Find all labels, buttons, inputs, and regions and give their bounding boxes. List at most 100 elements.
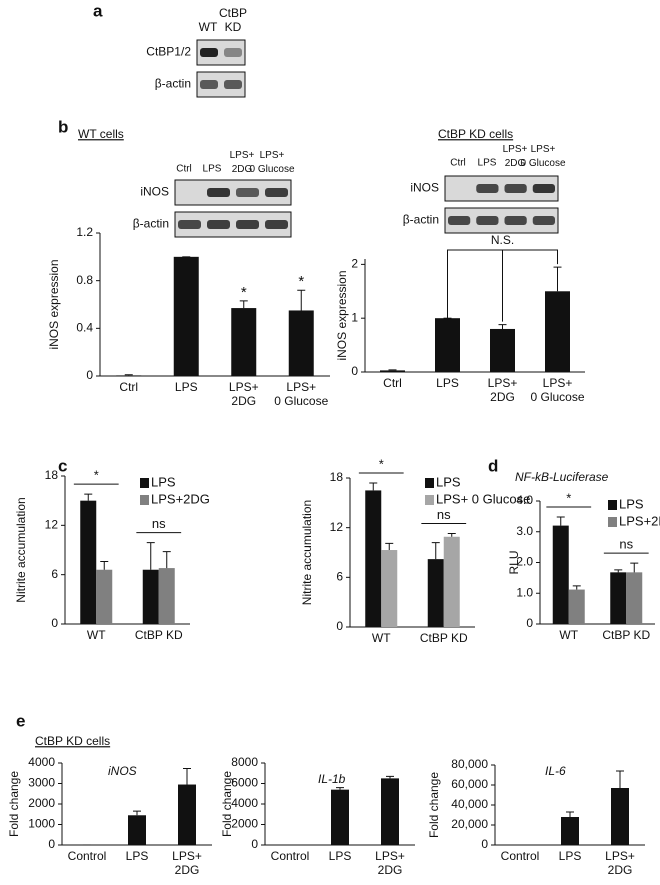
x-tick-label: LPS	[329, 849, 352, 863]
x-tick-label: LPS	[126, 849, 149, 863]
error-bar	[84, 493, 93, 501]
error-bar	[386, 775, 394, 779]
y-tick-label: 80,000	[451, 757, 488, 771]
blot-band	[224, 48, 242, 57]
bar	[173, 256, 199, 376]
y-tick-label: 4000	[231, 796, 258, 810]
y-tick-label: 6	[336, 570, 343, 584]
y-tick-label: 12	[330, 520, 344, 534]
bar	[365, 490, 382, 627]
x-tick-label: LPS+ 2DG	[229, 380, 259, 408]
y-tick-label: 0.8	[76, 273, 93, 287]
x-tick-label: LPS+ 2DG	[375, 849, 405, 877]
y-tick-label: 0	[48, 837, 55, 851]
error-bar	[162, 551, 171, 569]
blot-band	[532, 216, 555, 225]
error-bar	[336, 787, 344, 790]
error-bar	[297, 289, 306, 311]
bar	[178, 784, 196, 845]
bar	[128, 815, 146, 845]
error-bar	[369, 482, 378, 491]
significance-label: *	[379, 456, 384, 471]
y-axis-label: Fold change	[220, 771, 234, 837]
bar	[231, 308, 257, 376]
chart-title: iNOS	[108, 764, 137, 778]
bar	[435, 318, 460, 372]
x-tick-label: LPS+ 0 Glucose	[274, 380, 328, 408]
error-bar	[566, 811, 574, 817]
blot-band	[265, 188, 288, 197]
blot-column-label: LPS+ 0 Glucose	[520, 144, 565, 169]
y-tick-label: 8000	[231, 755, 258, 769]
error-bar	[614, 569, 623, 573]
error-bar	[146, 542, 155, 570]
x-tick-label: Control	[271, 849, 310, 863]
blot-row-label: β-actin	[155, 77, 191, 91]
legend-swatch	[425, 478, 434, 488]
y-tick-label: 0	[481, 837, 488, 851]
significance-label: ns	[152, 516, 166, 531]
significance-label: *	[241, 284, 247, 301]
legend-label: LPS	[436, 474, 461, 489]
bar	[610, 572, 627, 624]
x-tick-label: LPS+ 2DG	[605, 849, 635, 877]
blot-band	[178, 220, 201, 229]
y-tick-label: 0	[351, 364, 358, 378]
x-tick-label: WT	[559, 628, 578, 642]
legend-swatch	[140, 495, 149, 505]
blot-band	[448, 216, 471, 225]
y-axis-label: Fold change	[427, 772, 441, 838]
x-tick-label: Control	[501, 849, 540, 863]
x-tick-label: LPS	[436, 376, 459, 390]
blot-column-label: LPS	[478, 158, 497, 169]
bar	[568, 589, 585, 624]
blot-band	[200, 48, 218, 57]
significance-label: *	[94, 468, 99, 483]
bar	[611, 788, 629, 845]
section-title: CtBP KD cells	[35, 734, 110, 748]
bar	[142, 569, 159, 624]
blot-column-label: LPS+ 2DG	[503, 144, 528, 169]
error-bar	[239, 300, 248, 309]
x-tick-label: LPS	[559, 849, 582, 863]
bar	[626, 572, 643, 624]
y-tick-label: 0	[526, 616, 533, 630]
x-tick-label: LPS+ 0 Glucose	[530, 376, 584, 404]
bar	[545, 291, 570, 372]
bar	[380, 370, 405, 372]
y-tick-label: 0	[336, 619, 343, 633]
bar	[381, 550, 398, 627]
error-bar	[388, 369, 397, 371]
bar	[96, 569, 113, 624]
blot-band	[504, 184, 527, 193]
x-tick-label: Ctrl	[383, 376, 402, 390]
y-tick-label: 1	[351, 310, 358, 324]
y-axis-label: Fold change	[7, 771, 21, 837]
legend-label: LPS+2DG	[619, 513, 660, 528]
blot-row-label: CtBP1/2	[146, 45, 191, 59]
blot-row-label: β-actin	[133, 217, 169, 231]
blot-row-label: iNOS	[410, 181, 439, 195]
legend-label: LPS	[619, 496, 644, 511]
y-axis-label: iNOS expression	[335, 270, 349, 360]
panel-label: d	[488, 456, 498, 475]
significance-label: *	[298, 273, 304, 290]
blot-column-label: CtBP KD	[219, 6, 247, 34]
blot-column-label: WT	[199, 20, 218, 34]
bar	[331, 789, 349, 845]
y-tick-label: 0	[51, 616, 58, 630]
blot-column-label: LPS+ 0 Glucose	[249, 150, 294, 175]
y-tick-label: 0	[86, 368, 93, 382]
significance-label: *	[566, 490, 571, 505]
bar	[561, 817, 579, 845]
blot-band	[236, 220, 259, 229]
y-axis-label: Nitrite accumulation	[300, 500, 314, 605]
y-tick-label: 0.4	[76, 321, 93, 335]
error-bar	[556, 516, 565, 526]
panel-label: e	[16, 711, 25, 730]
blot-column-label: Ctrl	[176, 164, 192, 175]
bracket	[447, 249, 558, 322]
blot-band	[207, 188, 230, 197]
legend-label: LPS	[151, 474, 176, 489]
significance-label: ns	[437, 507, 451, 522]
